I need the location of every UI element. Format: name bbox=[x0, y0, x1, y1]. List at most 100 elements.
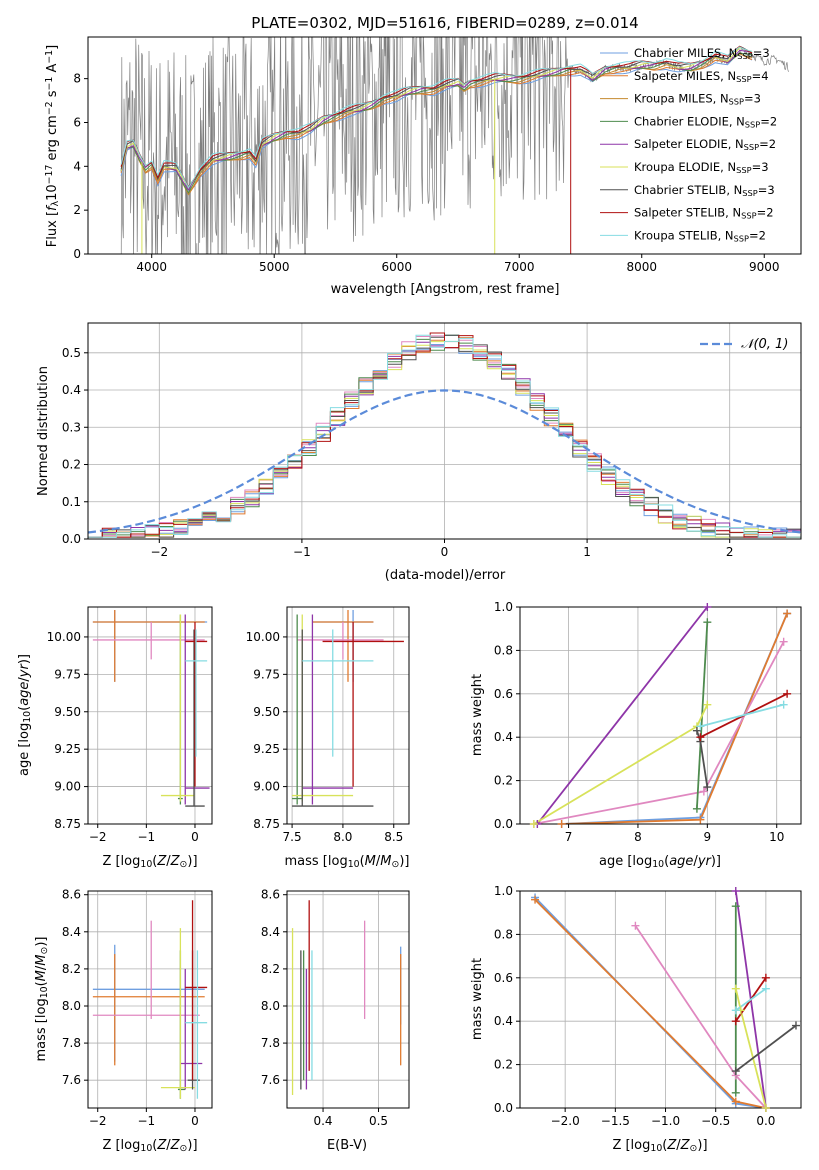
y-tick-label: 6 bbox=[73, 115, 81, 129]
panel-weight-vs-age: 7 8 9 10 0.0 0.2 0.4 0.6 0.8 1.0 age [log10(age/yr… bbox=[470, 600, 802, 870]
weight-marker bbox=[703, 700, 712, 709]
weight-marker bbox=[699, 787, 708, 796]
x-tick-label: 0.4 bbox=[313, 1114, 332, 1128]
y-tick-label: 0.4 bbox=[494, 1014, 513, 1028]
y-axis-label: mass weight bbox=[470, 958, 485, 1040]
y-tick-label: 0.4 bbox=[494, 730, 513, 744]
legend-label: Salpeter ELODIE, NSSP=2 bbox=[634, 137, 776, 152]
weight-marker bbox=[703, 618, 712, 627]
y-tick-label: 8.0 bbox=[62, 999, 81, 1013]
y-tick-label: 9.00 bbox=[54, 780, 81, 794]
y-tick-label: 0 bbox=[73, 247, 81, 261]
legend: Chabrier MILES, NSSP=3 Salpeter MILES, NS… bbox=[600, 46, 777, 243]
weight-marker bbox=[703, 603, 712, 611]
weight-marker bbox=[731, 1088, 740, 1097]
y-tick-label: 8.6 bbox=[261, 888, 280, 902]
x-tick-label: −1.0 bbox=[651, 1114, 680, 1128]
x-tick-label: 4000 bbox=[136, 260, 167, 274]
x-tick-label: 5000 bbox=[259, 260, 290, 274]
x-tick-label: −2.0 bbox=[551, 1114, 580, 1128]
model-spectrum-line bbox=[120, 46, 753, 189]
weight-marker bbox=[731, 1006, 740, 1015]
x-tick-label: 2 bbox=[726, 545, 734, 559]
y-tick-label: 9.00 bbox=[253, 780, 280, 794]
x-tick-label: 1 bbox=[583, 545, 591, 559]
panel-spectrum: 4000 5000 6000 7000 8000 9000 0 2 4 6 8 wavelength … bbox=[44, 36, 802, 297]
y-tick-label: 0.0 bbox=[62, 532, 81, 546]
y-tick-label: 2 bbox=[73, 203, 81, 217]
x-tick-label: 9 bbox=[704, 830, 712, 844]
weight-line bbox=[561, 613, 788, 824]
weight-marker bbox=[531, 895, 540, 904]
x-tick-label: 0 bbox=[191, 1114, 199, 1128]
panel-weight-vs-z: −2.0 −1.5 −1.0 −0.5 0.0 0.0 0.2 0.4 0.6 0.8 1.0 Z [… bbox=[470, 884, 802, 1154]
weight-marker bbox=[557, 820, 566, 828]
legend-label: Chabrier ELODIE, NSSP=2 bbox=[634, 114, 777, 129]
weight-marker bbox=[783, 609, 792, 618]
y-tick-label: 0.2 bbox=[62, 458, 81, 472]
legend-label: 𝒩(0, 1) bbox=[741, 337, 788, 352]
y-tick-label: 0.3 bbox=[62, 420, 81, 434]
y-tick-label: 1.0 bbox=[494, 600, 513, 614]
weight-marker bbox=[692, 726, 701, 735]
y-tick-label: 9.75 bbox=[54, 667, 81, 681]
weight-marker bbox=[779, 700, 788, 709]
figure-title: PLATE=0302, MJD=51616, FIBERID=0289, z=0… bbox=[251, 14, 638, 32]
legend-label: Kroupa STELIB, NSSP=2 bbox=[634, 228, 766, 243]
x-tick-label: 7.5 bbox=[283, 830, 302, 844]
observed-spectrum bbox=[120, 37, 789, 254]
weight-marker bbox=[631, 921, 640, 930]
y-axis-label: Flux [fλ10−17 erg cm−2 s−1 A−1] bbox=[44, 45, 61, 247]
x-tick-label: 0 bbox=[191, 830, 199, 844]
x-tick-label: 8 bbox=[634, 830, 642, 844]
y-tick-label: 9.50 bbox=[253, 705, 280, 719]
x-tick-label: 9000 bbox=[749, 260, 780, 274]
panel-age-vs-mass: 7.5 8.0 8.5 8.75 9.00 9.25 9.50 9.75 10.00 mass [… bbox=[246, 606, 410, 870]
x-axis-label: Z [log10(Z/Z⊙)] bbox=[612, 1138, 707, 1154]
weight-marker bbox=[692, 804, 701, 813]
weight-marker bbox=[761, 973, 770, 982]
weight-marker bbox=[696, 815, 705, 824]
axes-frame bbox=[519, 606, 802, 825]
x-tick-label: 8000 bbox=[626, 260, 657, 274]
panel-residuals: −2 −1 0 1 2 0.0 0.1 0.2 0.3 0.4 0.5 𝒩(0, 1) (data-mo… bbox=[36, 322, 802, 583]
x-tick-label: 8.0 bbox=[333, 830, 352, 844]
y-axis-label: age [log10(age/yr)] bbox=[17, 654, 33, 776]
y-tick-label: 7.6 bbox=[62, 1073, 81, 1087]
weight-marker bbox=[529, 820, 538, 828]
histogram-step bbox=[88, 334, 801, 538]
y-tick-label: 9.25 bbox=[253, 742, 280, 756]
weight-line bbox=[735, 1024, 797, 1072]
y-tick-label: 8.2 bbox=[62, 962, 81, 976]
weight-marker bbox=[761, 984, 770, 993]
y-tick-label: 8.2 bbox=[261, 962, 280, 976]
plot-area bbox=[292, 609, 404, 807]
y-tick-label: 0.1 bbox=[62, 495, 81, 509]
axes-frame bbox=[87, 890, 213, 1109]
legend-label: Kroupa MILES, NSSP=3 bbox=[634, 92, 761, 107]
legend-label: Chabrier MILES, NSSP=3 bbox=[634, 46, 770, 61]
y-axis-label: mass weight bbox=[470, 674, 485, 756]
x-tick-label: −1.5 bbox=[601, 1114, 630, 1128]
panel-mass-vs-z: −2 −1 0 7.6 7.8 8.0 8.2 8.4 8.6 Z [log10(Z/Z⊙)] ma… bbox=[34, 888, 213, 1154]
weight-marker bbox=[731, 984, 740, 993]
y-tick-label: 1.0 bbox=[494, 884, 513, 898]
weight-marker bbox=[731, 902, 740, 911]
weight-marker bbox=[731, 1067, 740, 1076]
x-tick-label: −0.5 bbox=[701, 1114, 730, 1128]
x-tick-label: 0.0 bbox=[756, 1114, 775, 1128]
weight-line bbox=[534, 899, 767, 1108]
weight-line bbox=[536, 607, 709, 824]
y-tick-label: 0.0 bbox=[494, 817, 513, 831]
y-axis-label: Normed distribution bbox=[36, 366, 51, 496]
weight-marker bbox=[731, 1017, 740, 1026]
y-tick-label: 10.00 bbox=[246, 630, 280, 644]
y-tick-label: 8 bbox=[73, 72, 81, 86]
x-tick-label: −2 bbox=[150, 545, 168, 559]
axes-frame bbox=[87, 36, 802, 255]
y-tick-label: 0.8 bbox=[494, 643, 513, 657]
y-tick-label: 0.5 bbox=[62, 346, 81, 360]
y-tick-label: 8.0 bbox=[261, 999, 280, 1013]
weight-marker bbox=[779, 637, 788, 646]
plot-area bbox=[533, 607, 788, 824]
